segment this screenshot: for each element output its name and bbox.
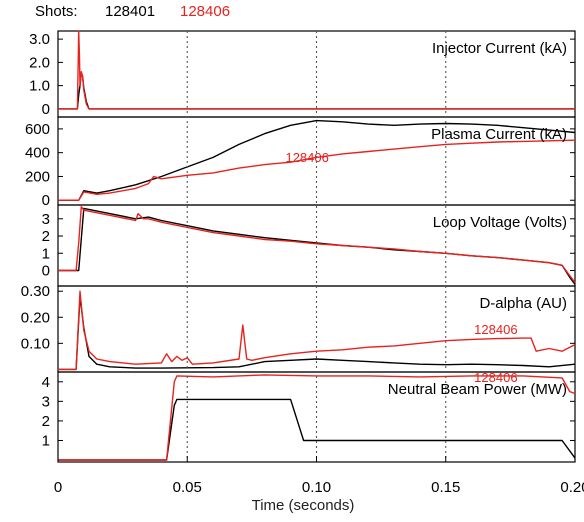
series-line-128406 (58, 290, 576, 371)
series-line-128401 (58, 119, 576, 201)
series-line-128406 (58, 139, 576, 201)
shot-number-b: 128406 (180, 3, 231, 20)
series-line-128406 (58, 30, 575, 110)
y-tick-label: 1 (42, 432, 50, 449)
x-axis: 0 0.05 0.10 0.15 0.20 (54, 456, 584, 496)
y-tick-label: 600 (25, 121, 50, 138)
y-tick-label: 0 (42, 262, 50, 279)
y-tick-label: 3.0 (29, 31, 50, 48)
y-tick-label: 1.0 (29, 78, 50, 95)
x-tick-label: 0 (54, 479, 62, 496)
series-line-128401 (58, 295, 576, 371)
panel-5: 1 2 3 4 Neutral Beam Power (MW)128406 (42, 370, 576, 463)
series-line-128406 (58, 205, 576, 284)
y-tick-label: 2 (42, 228, 50, 245)
series-line-128401 (58, 398, 576, 461)
x-tick-label: 0.20 (560, 479, 584, 496)
y-tick-label: 1 (42, 245, 50, 262)
y-tick-label: 0.10 (21, 335, 50, 352)
series-annotation: 128406 (474, 370, 517, 385)
x-tick-label: 0.10 (302, 479, 331, 496)
series-annotation: 128406 (285, 150, 328, 165)
panel-title: D-alpha (AU) (479, 295, 567, 312)
y-tick-label: 3 (42, 393, 50, 410)
y-tick-label: 200 (25, 168, 50, 185)
panel-title: Injector Current (kA) (432, 40, 567, 57)
series-annotation: 128406 (474, 322, 517, 337)
shot-number-a: 128401 (105, 3, 156, 20)
series-line-128406 (58, 374, 576, 461)
x-axis-label: Time (seconds) (252, 497, 355, 514)
panel-2: 0 200 400 600 Plasma Current (kA) 128406 (25, 116, 576, 209)
y-tick-label: 0.30 (21, 283, 50, 300)
panel-title: Plasma Current (kA) (431, 126, 567, 143)
y-tick-label: 400 (25, 145, 50, 162)
shots-label: Shots: (35, 3, 78, 20)
panel-title: Loop Voltage (Volts) (433, 214, 567, 231)
panel-4: 0.10 0.20 0.30 D-alpha (AU) 128406 (21, 283, 576, 373)
y-tick-label: 2.0 (29, 54, 50, 71)
y-tick-label: 0 (42, 101, 50, 118)
panels-layer: 0 1.0 2.0 3.0 Injector Current (kA) 0 200 400 60… (21, 30, 576, 463)
y-tick-label: 0 (42, 192, 50, 209)
y-tick-label: 3 (42, 211, 50, 228)
y-tick-label: 4 (42, 374, 50, 391)
y-tick-label: 0.20 (21, 309, 50, 326)
grid-layer (186, 31, 447, 462)
x-tick-label: 0.05 (173, 479, 202, 496)
x-tick-label: 0.15 (431, 479, 460, 496)
panel-1: 0 1.0 2.0 3.0 Injector Current (kA) (29, 30, 576, 118)
y-tick-label: 2 (42, 413, 50, 430)
panel-title: Neutral Beam Power (MW) (388, 381, 567, 398)
